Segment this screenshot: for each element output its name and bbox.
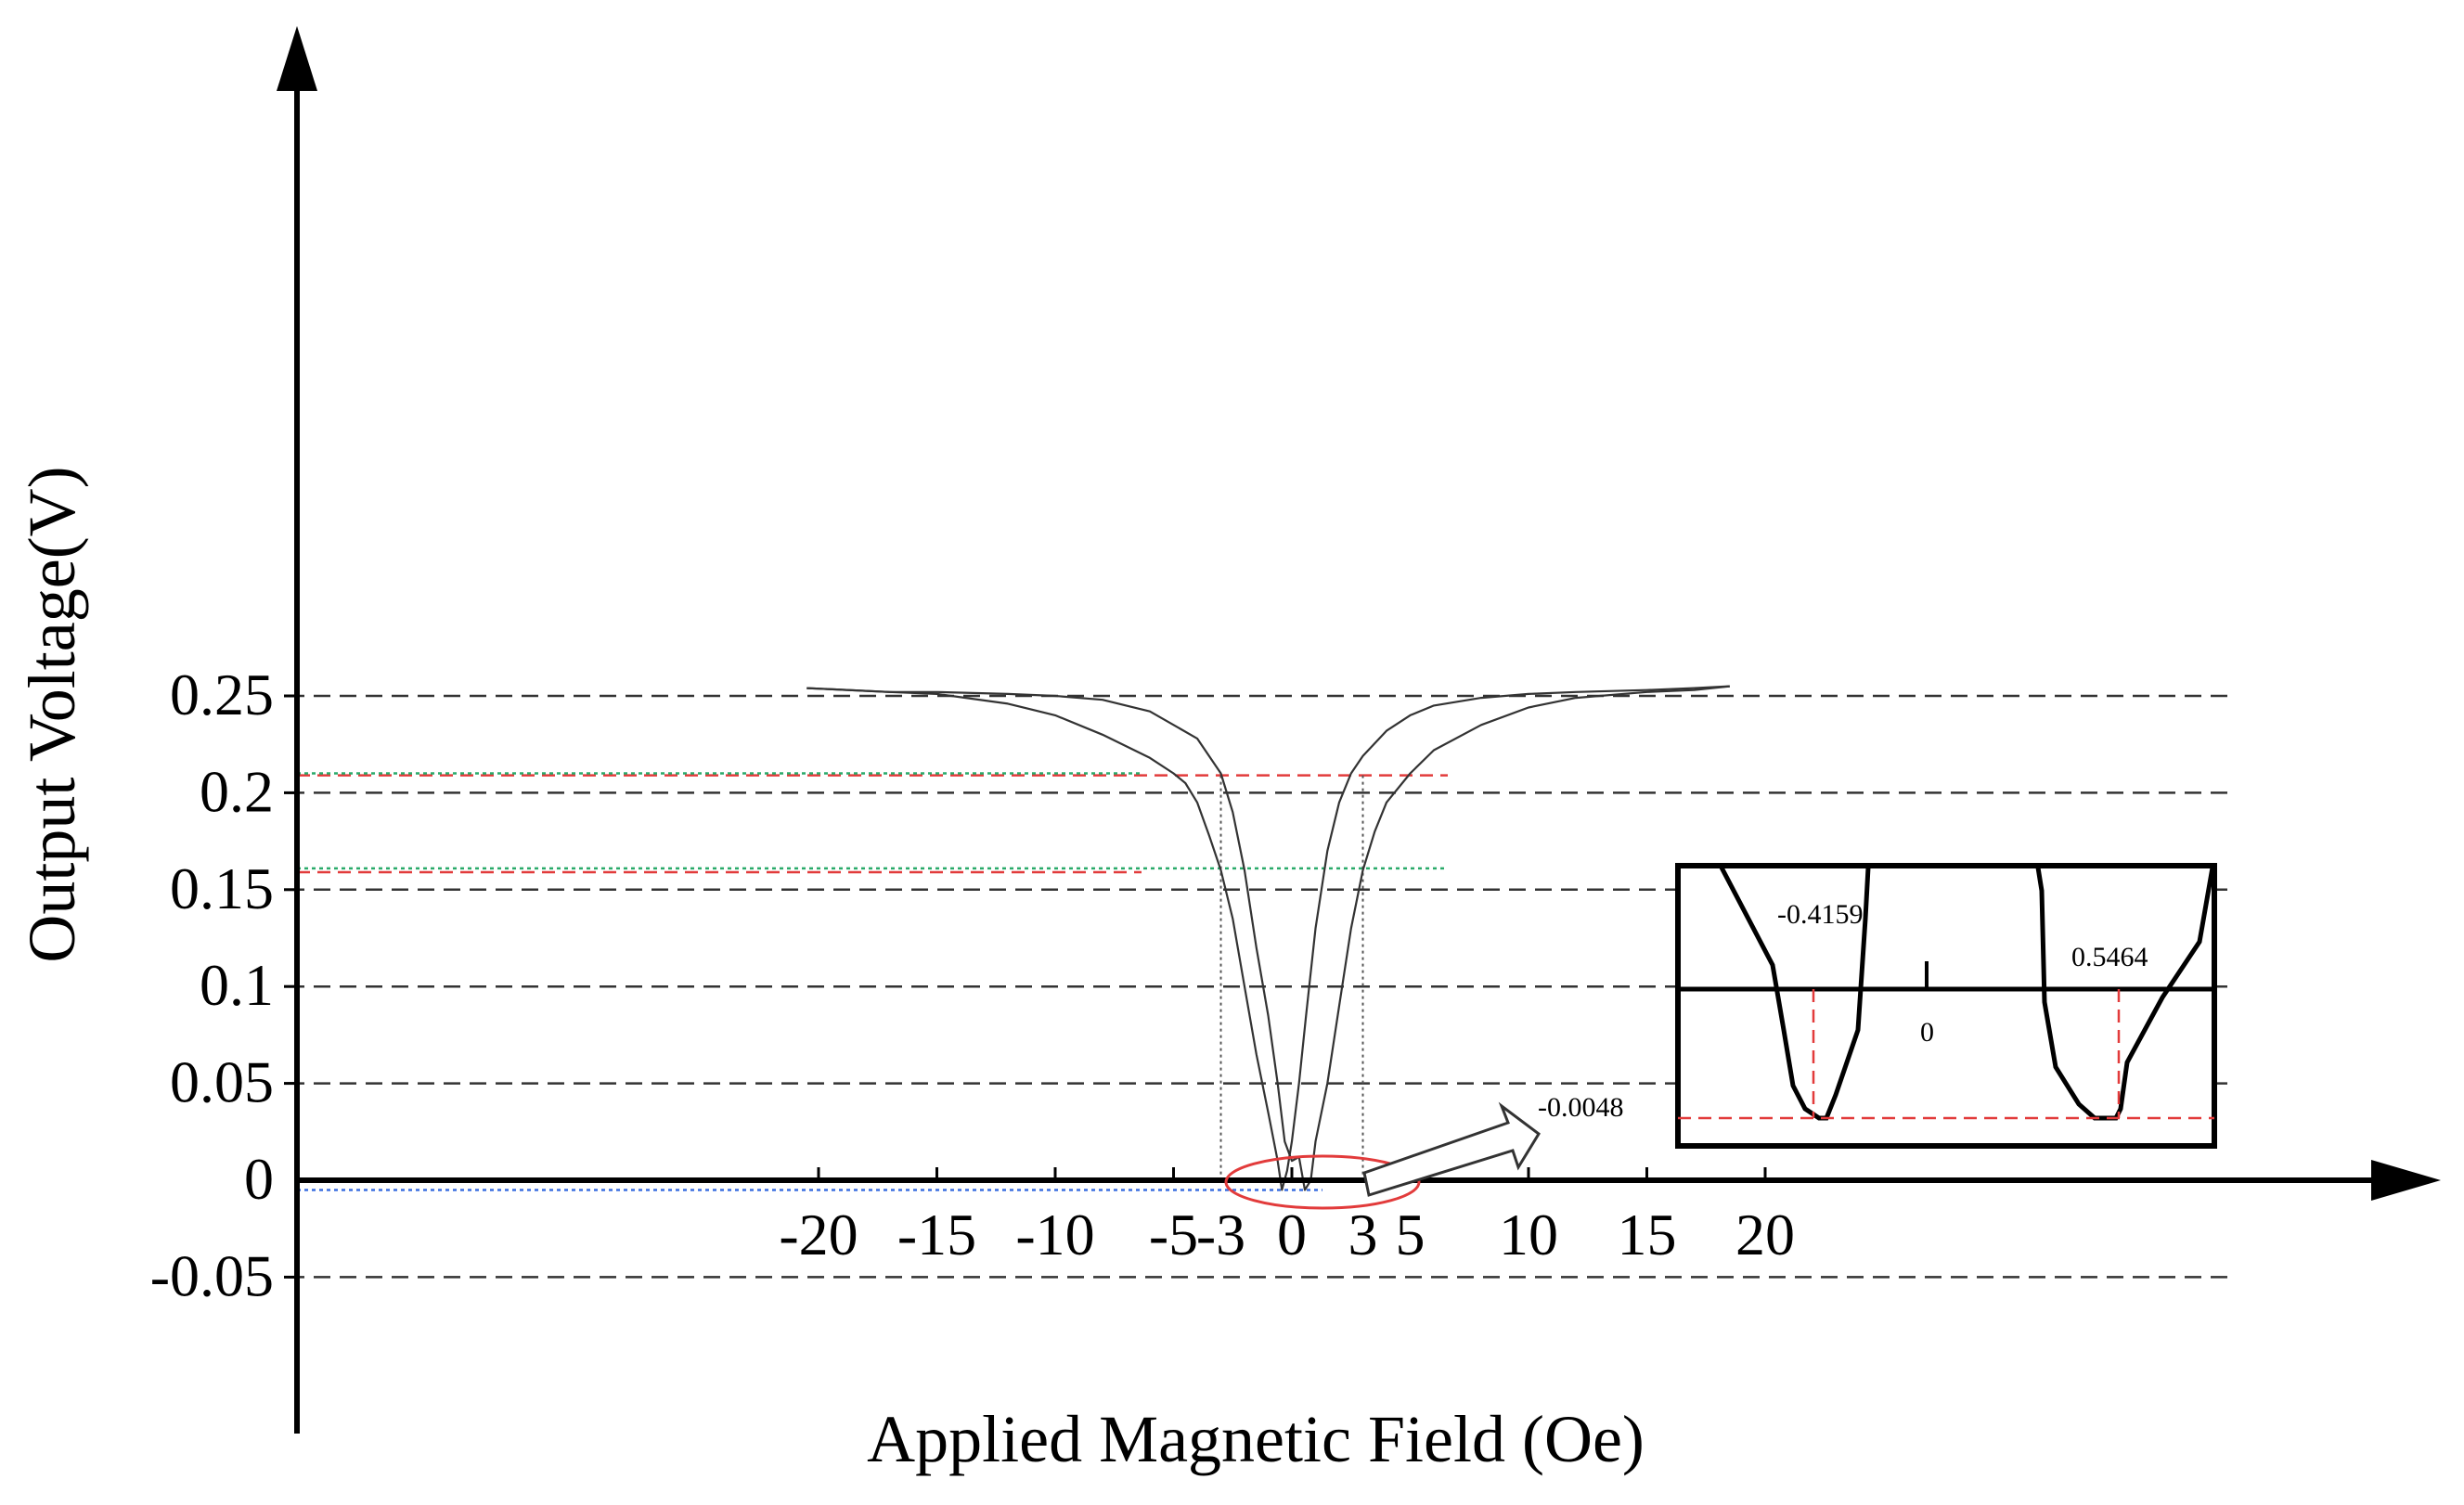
x-tick-label-5: 0 [1277,1202,1307,1267]
y-tick-label-1: 0.2 [200,758,274,824]
inset-curve-right [2035,867,2215,1121]
x-tick-label-6: 3 [1348,1202,1378,1267]
y-axis-title: Output Voltage(V) [15,466,89,962]
y-axis-arrow-icon [277,26,317,91]
inset-label-ymark: -0.0048 [1538,1092,1624,1123]
y-tick-label-6: -0.05 [150,1242,274,1308]
inset-curve-left [1719,866,1871,1121]
x-tick-label-2: -10 [1015,1202,1094,1267]
y-tick-label-5: 0 [244,1146,274,1212]
y-tick-label-2: 0.15 [170,855,274,921]
inset-frame [1675,863,2217,1149]
x-tick-labels: -20 -15 -10 -5-3 0 3 5 10 15 20 [779,1167,1795,1267]
x-tick-label-7: 5 [1396,1202,1426,1267]
x-axis-arrow-icon [2371,1160,2441,1201]
zoom-callout [1224,1101,1541,1210]
x-tick-label-1: -15 [897,1202,976,1267]
inset-label-pos: 0.5464 [2071,942,2148,972]
x-tick-label-10: 20 [1735,1202,1795,1267]
y-tick-label-3: 0.1 [200,952,274,1018]
x-tick-label-8: 10 [1499,1202,1558,1267]
y-tick-label-0: 0.25 [170,662,274,727]
zoom-arrow-icon [1362,1101,1541,1197]
reference-lines [297,772,1448,1191]
x-tick-label-9: 15 [1618,1202,1677,1267]
zoom-ellipse [1224,1154,1421,1210]
gridlines [288,694,2227,1279]
inset-zoom-panel: -0.4159 0.5464 0 -0.0048 [1538,863,2217,1149]
y-tick-label-4: 0.05 [170,1049,274,1115]
x-axis-title: Applied Magnetic Field (Oe) [867,1402,1645,1476]
inset-label-neg: -0.4159 [1777,899,1864,930]
axes [277,26,2441,1434]
x-tick-label-0: -20 [779,1202,858,1267]
y-tick-labels: 0.25 0.2 0.15 0.1 0.05 0 -0.05 [150,662,297,1308]
series-line-sweep-2 [806,685,1730,1191]
inset-label-zero: 0 [1920,1017,1934,1048]
x-tick-label-3: -5 [1149,1202,1198,1267]
x-tick-label-4: -3 [1196,1202,1245,1267]
